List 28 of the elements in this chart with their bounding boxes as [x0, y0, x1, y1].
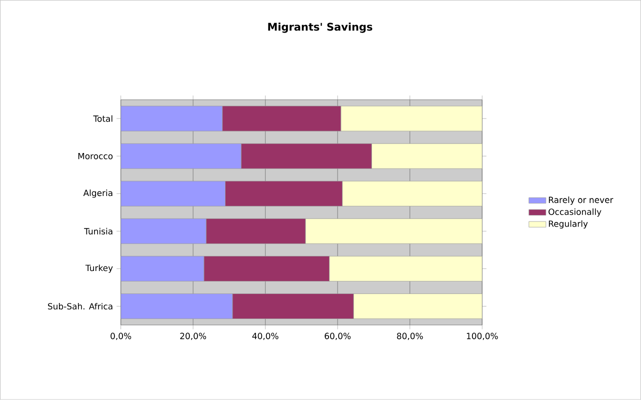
x-tick-label: 60,0% — [324, 332, 351, 340]
bar — [371, 143, 482, 169]
legend-label: Regularly — [548, 220, 588, 229]
y-tick-label: Sub-Sah. Africa — [48, 303, 112, 310]
y-tick-label: Total — [93, 115, 112, 122]
y-tick-label: Tunisia — [84, 228, 112, 235]
legend-label: Rarely or never — [548, 196, 614, 205]
bar — [120, 181, 226, 206]
x-tick-label: 0,0% — [110, 332, 132, 340]
bar — [120, 143, 242, 169]
bar — [342, 181, 482, 206]
bar — [340, 106, 482, 132]
bar — [120, 256, 204, 282]
x-tick-label: 20,0% — [180, 332, 206, 340]
x-tick-label: 100,0% — [466, 332, 498, 340]
bar — [353, 294, 482, 320]
x-tick-label: 80,0% — [397, 332, 423, 340]
bar — [120, 294, 233, 320]
x-tick-label: 40,0% — [252, 332, 278, 340]
y-tick-label: Turkey — [85, 264, 113, 273]
bar — [120, 106, 223, 132]
chart-title: Migrants' Savings — [268, 22, 372, 33]
y-tick-label: Morocco — [78, 153, 113, 160]
bar — [329, 256, 482, 282]
legend-label: Occasionally — [548, 208, 602, 217]
bar — [120, 218, 206, 244]
y-tick-label: Algeria — [83, 190, 112, 198]
bar — [305, 218, 482, 244]
